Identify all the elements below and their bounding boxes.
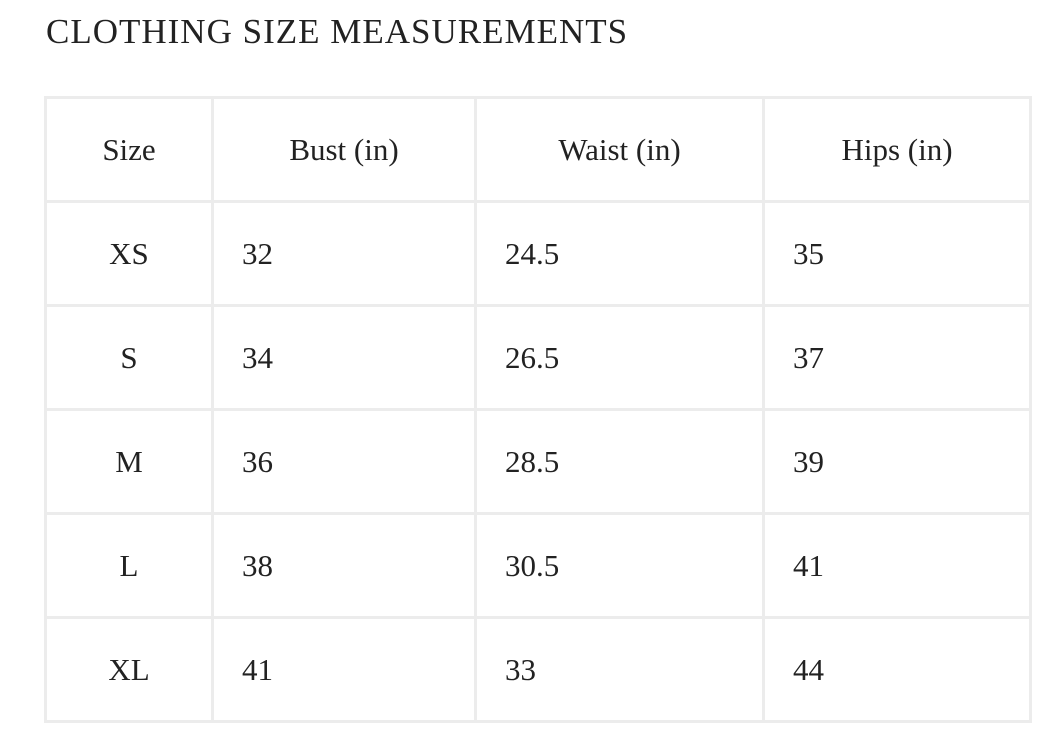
size-table: Size Bust (in) Waist (in) Hips (in) XS 32 24.…: [44, 96, 1032, 723]
measurement-cell: 36: [211, 408, 477, 515]
measurement-cell: 41: [211, 616, 477, 723]
table-row: XL 41 33 44: [44, 616, 1032, 723]
size-cell: S: [44, 304, 214, 411]
table-body: XS 32 24.5 35 S 34 26.5 37 M 36 28.5 39 L 38 30.5 41 XL 4…: [44, 200, 1032, 723]
size-cell: XS: [44, 200, 214, 307]
measurement-cell: 41: [762, 512, 1032, 619]
column-header: Hips (in): [762, 96, 1032, 203]
size-cell: L: [44, 512, 214, 619]
table-row: M 36 28.5 39: [44, 408, 1032, 515]
column-header: Size: [44, 96, 214, 203]
measurement-cell: 26.5: [474, 304, 765, 411]
measurement-cell: 33: [474, 616, 765, 723]
measurement-cell: 39: [762, 408, 1032, 515]
measurement-cell: 24.5: [474, 200, 765, 307]
measurement-cell: 28.5: [474, 408, 765, 515]
measurement-cell: 30.5: [474, 512, 765, 619]
measurement-cell: 38: [211, 512, 477, 619]
page-title: CLOTHING SIZE MEASUREMENTS: [46, 12, 629, 51]
column-header: Waist (in): [474, 96, 765, 203]
size-cell: XL: [44, 616, 214, 723]
measurement-cell: 37: [762, 304, 1032, 411]
table-row: L 38 30.5 41: [44, 512, 1032, 619]
measurement-cell: 35: [762, 200, 1032, 307]
size-cell: M: [44, 408, 214, 515]
column-header: Bust (in): [211, 96, 477, 203]
table-row: XS 32 24.5 35: [44, 200, 1032, 307]
measurement-cell: 44: [762, 616, 1032, 723]
table-row: S 34 26.5 37: [44, 304, 1032, 411]
header-row: Size Bust (in) Waist (in) Hips (in): [44, 96, 1032, 203]
measurement-cell: 32: [211, 200, 477, 307]
measurement-cell: 34: [211, 304, 477, 411]
